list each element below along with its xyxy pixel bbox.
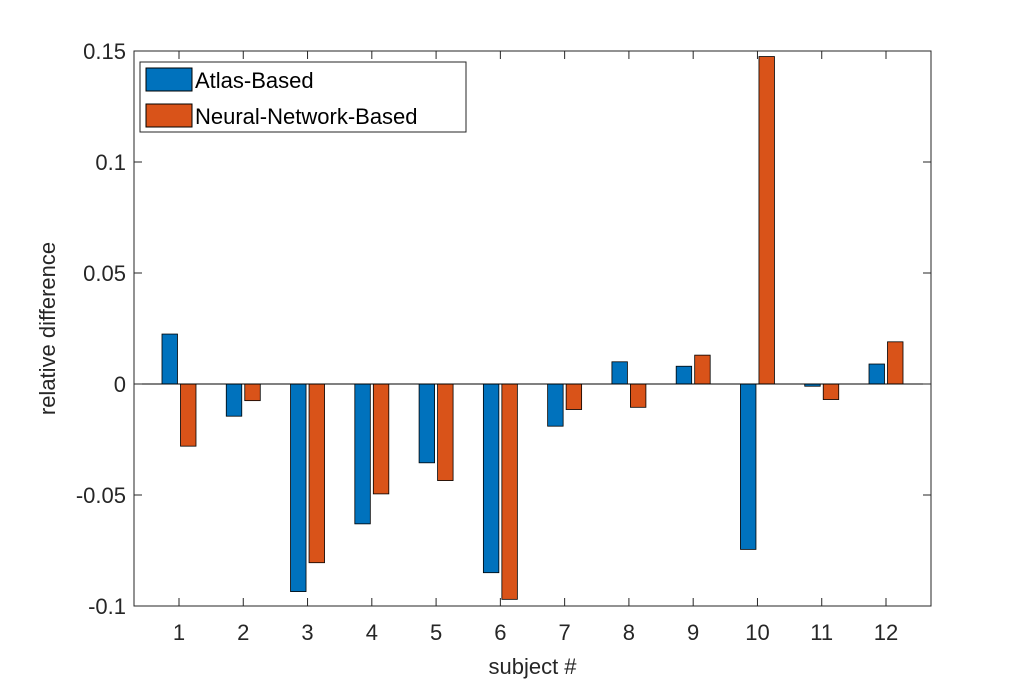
bar-nn-11 [822, 383, 840, 400]
bar-nn-12 [887, 341, 904, 385]
bar-nn-1 [180, 383, 197, 447]
bar-nn-3 [308, 383, 325, 564]
x-tick-label: 2 [237, 620, 249, 645]
bar-atlas-6 [482, 383, 500, 574]
bar-nn-2 [244, 383, 261, 402]
x-tick-label: 12 [874, 620, 898, 645]
legend-swatch-atlas [145, 67, 193, 92]
y-tick-label: -0.05 [76, 483, 126, 508]
x-tick-label: 1 [173, 620, 185, 645]
bar-nn-10 [758, 56, 775, 385]
x-tick-label: 7 [559, 620, 571, 645]
y-tick-label: -0.1 [88, 594, 126, 619]
legend: Atlas-Based Neural-Network-Based [139, 61, 467, 133]
y-tick-label: 0.1 [95, 150, 126, 175]
x-tick-label: 10 [745, 620, 769, 645]
bar-nn-8 [630, 383, 647, 408]
legend-label-nn: Neural-Network-Based [195, 104, 418, 129]
bar-nn-7 [565, 383, 583, 410]
legend-label-atlas: Atlas-Based [195, 68, 314, 93]
y-tick-label: 0.15 [83, 39, 126, 64]
legend-box [139, 61, 467, 133]
x-tick-label: 9 [687, 620, 699, 645]
bars-group [161, 56, 904, 600]
x-tick-label: 3 [301, 620, 313, 645]
legend-swatch-nn [145, 103, 193, 128]
x-tick-label: 5 [430, 620, 442, 645]
x-tick-label: 6 [494, 620, 506, 645]
y-tick-label: 0 [114, 372, 126, 397]
plot-area [134, 51, 931, 606]
bar-atlas-5 [418, 383, 435, 464]
bar-nn-6 [501, 383, 518, 600]
bar-nn-9 [694, 354, 711, 385]
y-axis-title: relative difference [35, 242, 60, 415]
bar-atlas-9 [675, 365, 693, 385]
bar-atlas-4 [354, 383, 371, 525]
x-axis-title: subject # [488, 654, 577, 679]
y-tick-label: 0.05 [83, 261, 126, 286]
bar-atlas-2 [225, 383, 243, 417]
x-tick-label: 8 [623, 620, 635, 645]
bar-atlas-10 [740, 383, 757, 550]
bar-atlas-3 [290, 383, 307, 592]
axes-box [133, 50, 932, 607]
bar-nn-5 [437, 383, 454, 481]
x-tick-label: 11 [810, 620, 833, 645]
bar-atlas-8 [611, 361, 628, 385]
bar-nn-4 [372, 383, 390, 495]
bar-atlas-7 [547, 383, 564, 427]
bar-atlas-1 [161, 333, 178, 385]
x-tick-label: 4 [366, 620, 378, 645]
bar-atlas-12 [868, 363, 885, 385]
